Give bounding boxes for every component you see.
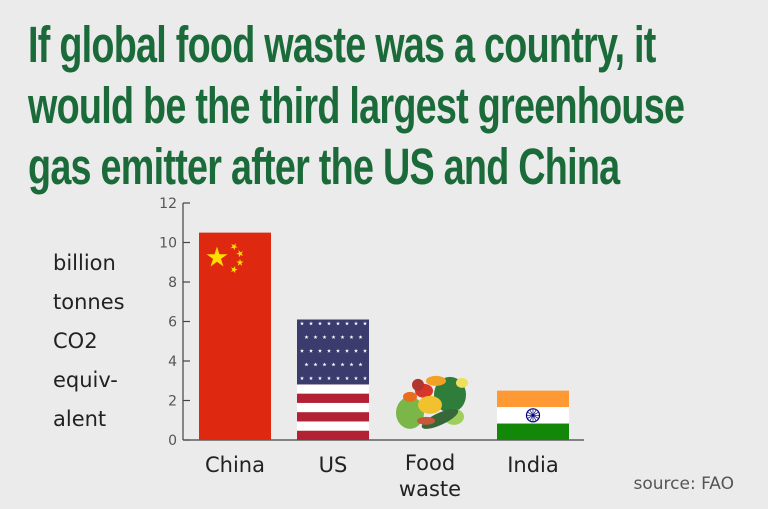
- chakra-spoke: [527, 415, 534, 419]
- onion-icon: [417, 416, 435, 425]
- y-tick-label: 10: [159, 236, 177, 252]
- y-axis-label-line: tonnes: [53, 290, 125, 314]
- china-small-star-icon: [230, 265, 238, 274]
- bar-india: [497, 390, 569, 440]
- us-star-icon: [317, 348, 323, 353]
- y-axis-label-line: billion: [53, 251, 116, 275]
- chakra-spoke: [532, 409, 537, 416]
- us-star-icon: [326, 321, 332, 326]
- us-stripe: [297, 393, 369, 403]
- us-star-icon: [335, 321, 341, 326]
- us-star-icon: [331, 362, 336, 367]
- us-stripe: [297, 412, 369, 422]
- us-star-icon: [313, 362, 318, 367]
- us-star-icon: [340, 335, 345, 339]
- title-line-1: If global food waste was a country, it: [28, 16, 656, 73]
- carrot-icon: [426, 375, 446, 386]
- us-star-icon: [299, 376, 305, 381]
- us-star-icon: [340, 362, 345, 367]
- y-tick-label: 4: [168, 354, 177, 370]
- us-star-icon: [313, 335, 318, 339]
- us-star-icon: [308, 376, 314, 381]
- us-star-icon: [299, 321, 305, 326]
- x-tick-label-line: US: [318, 453, 348, 477]
- us-star-icon: [304, 362, 309, 367]
- bar-us: [297, 319, 369, 440]
- pepper-icon: [418, 395, 442, 414]
- china-big-star-icon: [206, 246, 228, 267]
- chakra-spoke: [532, 415, 539, 419]
- us-star-icon: [362, 376, 368, 381]
- x-tick-label-line: India: [507, 453, 559, 477]
- us-star-icon: [344, 321, 350, 326]
- us-star-icon: [322, 362, 327, 367]
- china-flag-bar: [199, 232, 271, 440]
- us-star-icon: [304, 335, 309, 339]
- us-star-icon: [322, 335, 327, 339]
- orange-icon: [403, 391, 417, 402]
- china-small-star-icon: [236, 250, 244, 258]
- us-star-icon: [349, 335, 354, 339]
- x-tick-label: China: [180, 452, 290, 478]
- y-axis-label-line: alent: [53, 407, 107, 431]
- x-tick-label: India: [478, 452, 588, 478]
- us-star-icon: [353, 348, 359, 353]
- x-tick-label: US: [278, 452, 388, 478]
- chakra-spoke: [532, 412, 539, 416]
- us-star-icon: [353, 321, 359, 326]
- us-star-icon: [362, 321, 368, 326]
- ashoka-chakra-icon: [525, 408, 541, 423]
- bar-china: [199, 232, 271, 440]
- india-green-band: [497, 423, 569, 440]
- us-star-icon: [349, 362, 354, 367]
- bar-food-waste: [396, 375, 468, 429]
- us-star-icon: [358, 362, 363, 367]
- y-tick-label: 2: [168, 394, 177, 410]
- x-tick-label-line: waste: [398, 477, 462, 501]
- us-star-icon: [299, 348, 305, 353]
- chakra-spoke: [529, 409, 534, 416]
- chakra-spoke: [532, 415, 537, 421]
- x-tick-label: Food waste: [375, 450, 485, 502]
- india-saffron-band: [497, 390, 569, 408]
- us-star-icon: [308, 348, 314, 353]
- y-axis-label-line: equiv-: [53, 368, 118, 392]
- y-tick-label: 12: [159, 196, 177, 212]
- x-tick-label-line: China: [205, 453, 265, 477]
- us-star-icon: [344, 348, 350, 353]
- y-tick-label: 8: [168, 275, 177, 291]
- source-note: source: FAO: [633, 474, 734, 494]
- lemon-icon: [456, 377, 468, 388]
- us-star-icon: [344, 376, 350, 381]
- us-star-icon: [335, 348, 341, 353]
- us-star-icon: [308, 321, 314, 326]
- us-star-icon: [353, 376, 359, 381]
- us-star-icon: [331, 335, 336, 339]
- y-tick-label: 0: [168, 433, 177, 449]
- us-stripe: [297, 430, 369, 440]
- chakra-spoke: [527, 412, 534, 416]
- us-canton: [297, 319, 369, 385]
- y-tick-label: 6: [168, 315, 177, 331]
- y-axis-label: billion tonnes CO2 equiv- alent: [53, 244, 125, 439]
- us-star-icon: [362, 348, 368, 353]
- china-small-star-icon: [230, 243, 238, 251]
- cherry-icon: [412, 378, 424, 391]
- us-star-icon: [326, 376, 332, 381]
- chakra-spoke: [529, 415, 534, 421]
- us-star-icon: [335, 376, 341, 381]
- us-star-icon: [317, 376, 323, 381]
- x-tick-label-line: Food: [404, 451, 456, 475]
- title-line-3: gas emitter after the US and China: [28, 138, 620, 195]
- us-star-icon: [326, 348, 332, 353]
- y-axis-label-line: CO2: [53, 329, 98, 353]
- china-small-star-icon: [236, 258, 244, 266]
- us-star-icon: [317, 321, 323, 326]
- us-star-icon: [358, 335, 363, 339]
